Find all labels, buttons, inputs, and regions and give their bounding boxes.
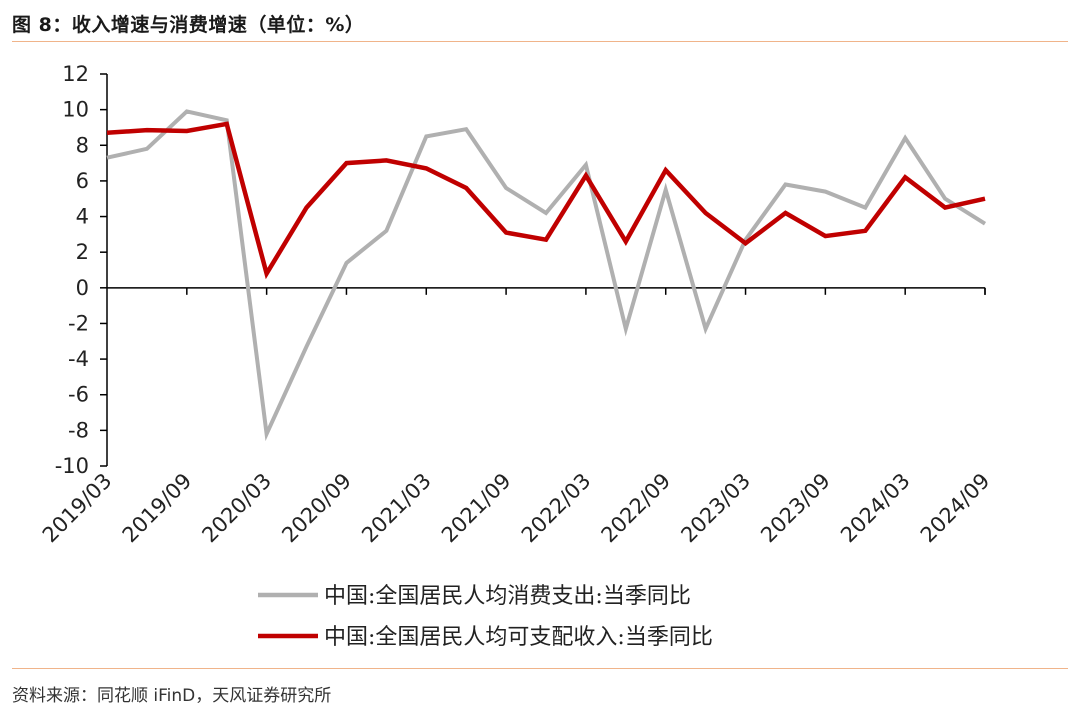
y-tick-label: -10: [55, 454, 89, 478]
x-tick-label: 2023/09: [756, 469, 835, 548]
x-tick-label: 2022/09: [597, 469, 676, 548]
series-line-consumption: [106, 109, 987, 442]
y-tick-label: 0: [76, 276, 89, 300]
y-tick-label: -6: [68, 383, 89, 407]
y-tick-label: 2: [76, 240, 89, 264]
x-tick-label: 2019/09: [118, 469, 197, 548]
y-tick-label: -4: [68, 347, 89, 371]
x-tick-label: 2022/03: [517, 469, 596, 548]
y-tick-label: 10: [62, 98, 89, 122]
y-tick-label: 12: [62, 62, 89, 86]
y-tick-label: 4: [76, 205, 89, 229]
x-tick-label: 2024/09: [916, 469, 995, 548]
footer-divider: [12, 668, 1068, 669]
x-tick-label: 2020/09: [277, 469, 356, 548]
x-tick-label: 2019/03: [38, 469, 117, 548]
title-divider: [12, 41, 1068, 42]
x-tick-label: 2020/03: [198, 469, 277, 548]
x-tick-label: 2023/03: [676, 469, 755, 548]
y-tick-label: -2: [68, 311, 89, 335]
source-note: 资料来源：同花顺 iFinD，天风证券研究所: [12, 686, 332, 706]
series-line-income: [106, 121, 986, 280]
y-tick-label: 8: [76, 133, 89, 157]
y-tick-label: 6: [76, 169, 89, 193]
y-tick-label: -8: [68, 418, 89, 442]
x-tick-label: 2024/03: [836, 469, 915, 548]
figure-title: 图 8：收入增速与消费增速（单位：%）: [12, 14, 365, 36]
x-tick-label: 2021/09: [437, 469, 516, 548]
legend-label-consumption: 中国:全国居民人均消费支出:当季同比: [324, 584, 691, 609]
x-tick-label: 2021/03: [357, 469, 436, 548]
legend-label-income: 中国:全国居民人均可支配收入:当季同比: [324, 625, 713, 650]
